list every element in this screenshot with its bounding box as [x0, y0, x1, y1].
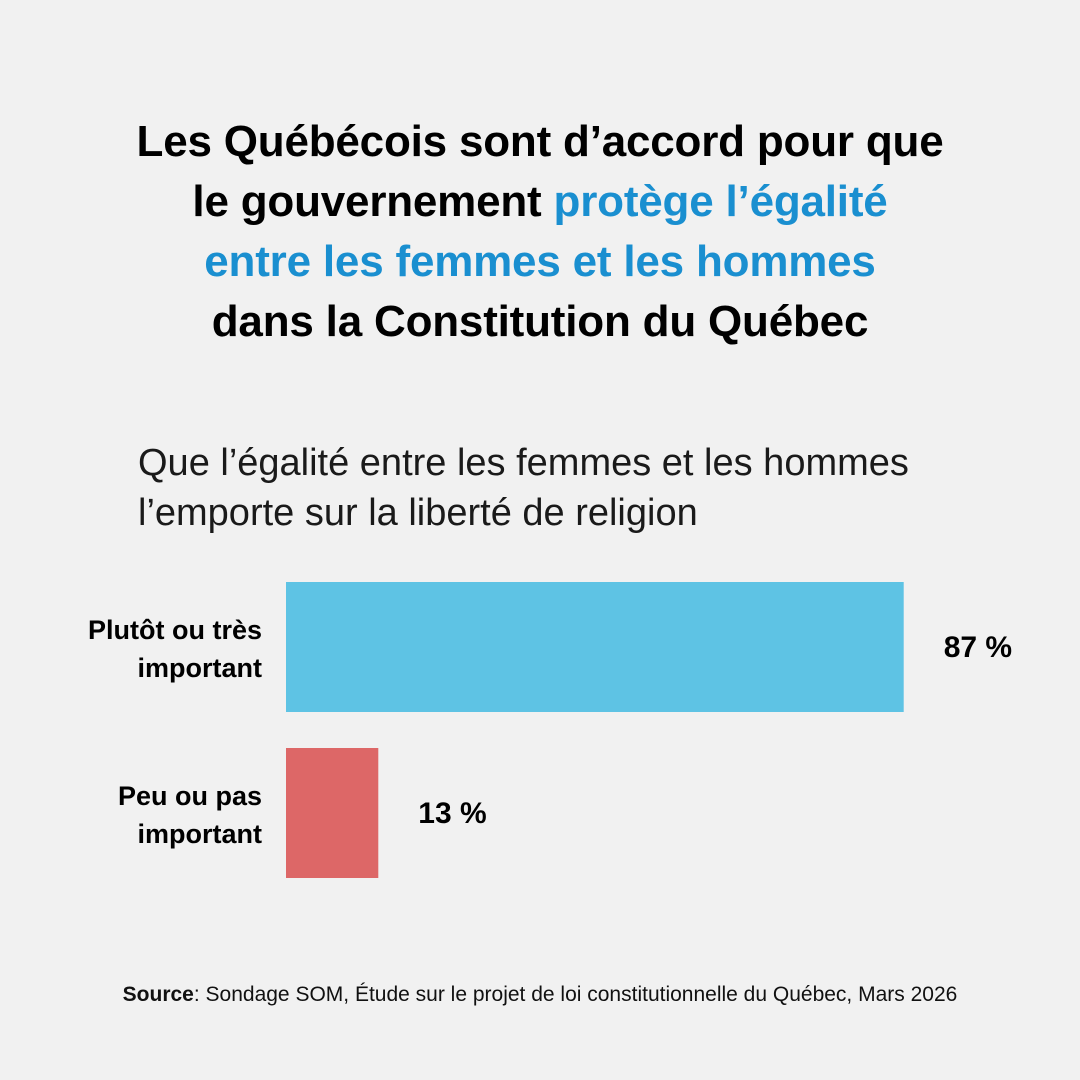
chart-subtitle-line-2: l’emporte sur la liberté de religion [138, 492, 698, 534]
source-text: : Sondage SOM, Étude sur le projet de lo… [193, 983, 958, 1006]
source-label: Source [122, 983, 194, 1006]
chart-subtitle-line-1: Que l’égalité entre les femmes et les ho… [138, 442, 909, 484]
bar-1 [286, 582, 904, 712]
headline: Les Québécois sont d’accord pour que le … [0, 112, 1080, 352]
value-label-2: 13 % [418, 797, 486, 830]
bar-chart: Plutôt ou très important 87 % Peu ou pas imp… [88, 582, 1012, 878]
category-label-2: Peu ou pas important [118, 781, 262, 849]
headline-line-2-accent: protège l’égalité [553, 177, 888, 226]
headline-line-3: entre les femmes et les hommes [204, 237, 876, 286]
headline-line-1: Les Québécois sont d’accord pour que [136, 117, 944, 166]
bar-2 [286, 748, 379, 878]
source-note: Source: Sondage SOM, Étude sur le projet… [0, 983, 1080, 1007]
chart-subtitle: Que l’égalité entre les femmes et les ho… [138, 438, 998, 538]
headline-line-4: dans la Constitution du Québec [211, 297, 869, 346]
headline-line-2: le gouvernement protège l’égalité [0, 172, 1080, 232]
category-label-1: Plutôt ou très important [88, 615, 262, 683]
headline-line-2-prefix: le gouvernement [192, 177, 554, 226]
value-label-1: 87 % [944, 631, 1012, 664]
